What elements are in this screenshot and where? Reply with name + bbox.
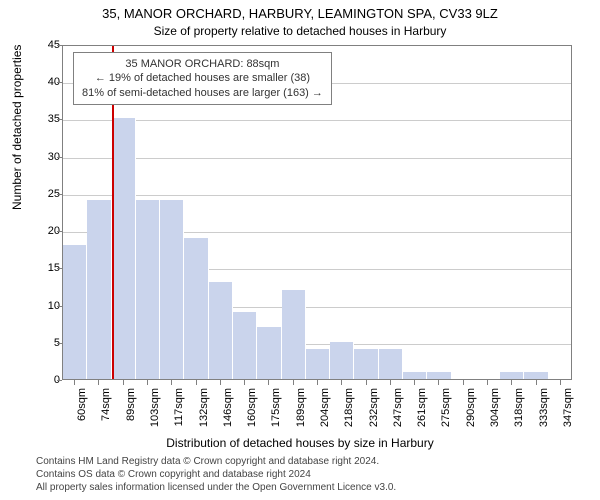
x-tick-label: 347sqm: [562, 388, 574, 438]
histogram-bar: [87, 200, 111, 379]
histogram-bar: [306, 349, 330, 379]
x-tick-label: 204sqm: [319, 388, 331, 438]
y-tick-label: 5: [30, 337, 60, 349]
y-tick-label: 35: [30, 113, 60, 125]
y-tick-label: 10: [30, 300, 60, 312]
x-tick-label: 275sqm: [440, 388, 452, 438]
y-tick-label: 25: [30, 188, 60, 200]
x-tick-label: 232sqm: [368, 388, 380, 438]
y-tick-label: 45: [30, 39, 60, 51]
footer-line-1: Contains HM Land Registry data © Crown c…: [36, 455, 396, 468]
histogram-bar: [524, 372, 548, 379]
histogram-bar: [330, 342, 354, 379]
footer-attribution: Contains HM Land Registry data © Crown c…: [36, 455, 396, 494]
histogram-bar: [184, 238, 208, 379]
x-tick-label: 103sqm: [149, 388, 161, 438]
info-line-2: ← 19% of detached houses are smaller (38…: [82, 71, 323, 85]
y-axis-label: Number of detached properties: [10, 45, 24, 210]
y-tick-label: 20: [30, 225, 60, 237]
x-tick-label: 160sqm: [246, 388, 258, 438]
y-tick-label: 40: [30, 76, 60, 88]
histogram-bar: [354, 349, 378, 379]
histogram-bar: [403, 372, 427, 379]
x-tick-label: 304sqm: [489, 388, 501, 438]
y-tick-label: 15: [30, 262, 60, 274]
chart-subtitle: Size of property relative to detached ho…: [0, 24, 600, 38]
chart-title-address: 35, MANOR ORCHARD, HARBURY, LEAMINGTON S…: [0, 6, 600, 21]
footer-line-3: All property sales information licensed …: [36, 481, 396, 494]
info-line-1: 35 MANOR ORCHARD: 88sqm: [82, 57, 323, 71]
histogram-bar: [500, 372, 524, 379]
x-tick-label: 117sqm: [173, 388, 185, 438]
histogram-bar: [427, 372, 451, 379]
info-box: 35 MANOR ORCHARD: 88sqm ← 19% of detache…: [73, 52, 332, 105]
x-tick-label: 290sqm: [465, 388, 477, 438]
y-tick-label: 30: [30, 151, 60, 163]
y-tick-label: 0: [30, 374, 60, 386]
x-axis-label: Distribution of detached houses by size …: [0, 436, 600, 450]
histogram-bar: [257, 327, 281, 379]
histogram-bar: [282, 290, 306, 379]
histogram-bar: [379, 349, 403, 379]
x-tick-label: 132sqm: [198, 388, 210, 438]
x-tick-label: 60sqm: [76, 388, 88, 438]
histogram-bar: [112, 118, 136, 379]
histogram-chart: 35, MANOR ORCHARD, HARBURY, LEAMINGTON S…: [0, 0, 600, 500]
histogram-bar: [136, 200, 160, 379]
plot-area: 35 MANOR ORCHARD: 88sqm ← 19% of detache…: [62, 45, 572, 380]
x-tick-label: 261sqm: [416, 388, 428, 438]
x-tick-label: 175sqm: [270, 388, 282, 438]
x-tick-label: 189sqm: [295, 388, 307, 438]
histogram-bar: [209, 282, 233, 379]
info-line-3: 81% of semi-detached houses are larger (…: [82, 86, 323, 100]
histogram-bar: [233, 312, 257, 379]
x-tick-label: 318sqm: [513, 388, 525, 438]
x-tick-label: 146sqm: [222, 388, 234, 438]
x-tick-label: 74sqm: [100, 388, 112, 438]
footer-line-2: Contains OS data © Crown copyright and d…: [36, 468, 396, 481]
histogram-bar: [63, 245, 87, 379]
x-tick-label: 247sqm: [392, 388, 404, 438]
histogram-bar: [160, 200, 184, 379]
x-tick-label: 89sqm: [125, 388, 137, 438]
x-tick-label: 333sqm: [538, 388, 550, 438]
x-tick-label: 218sqm: [343, 388, 355, 438]
